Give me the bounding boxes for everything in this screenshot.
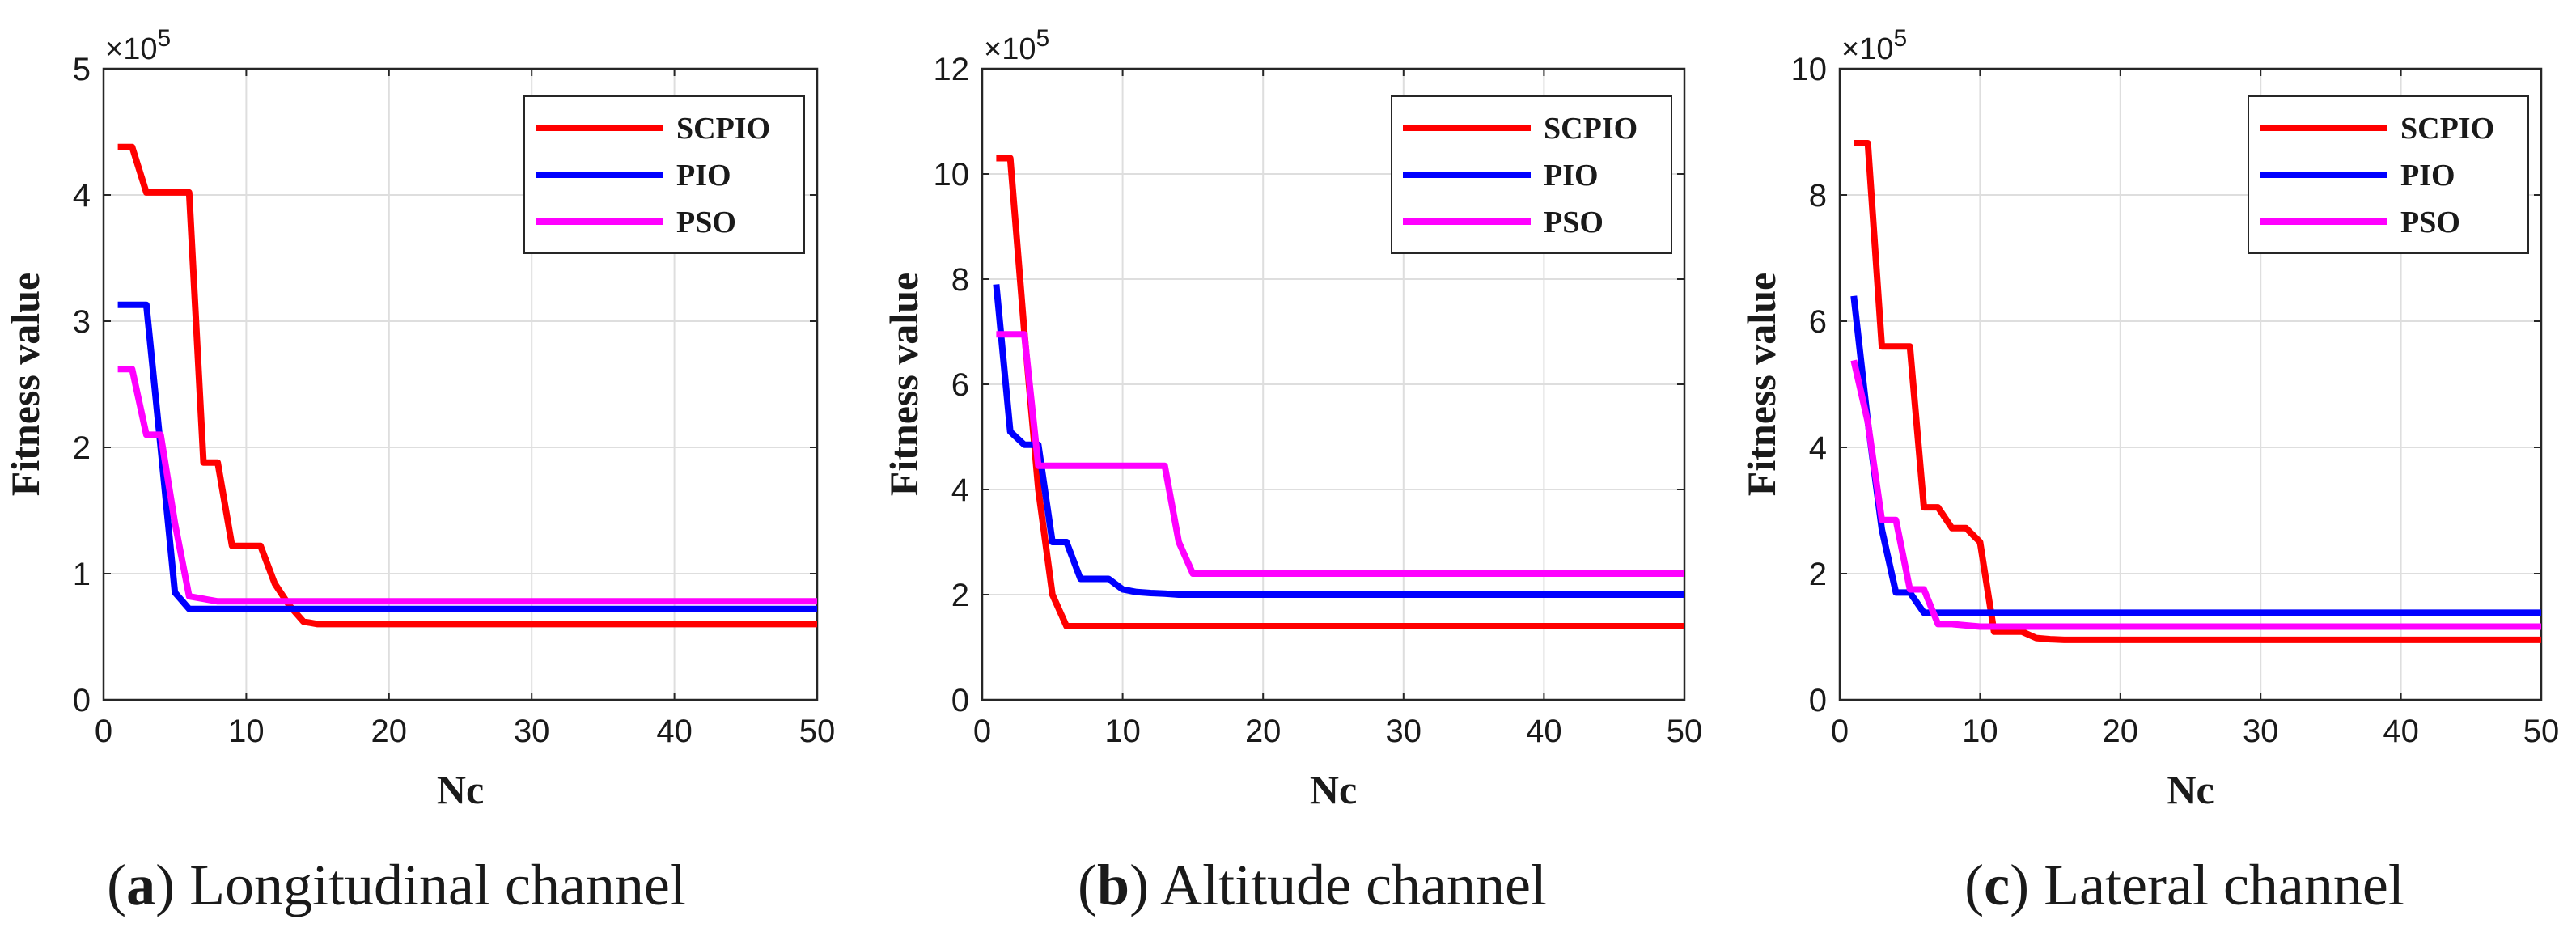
y-tick-label: 0 (1809, 683, 1827, 718)
x-tick-label: 50 (799, 714, 836, 749)
x-tick-label: 40 (1526, 714, 1562, 749)
legend: SCPIO PIO PSO (2248, 95, 2529, 254)
series-line-pso (117, 366, 817, 605)
series-line-pso (996, 331, 1684, 577)
y-tick-label: 4 (951, 472, 969, 508)
panel-a: 0 10 20 30 40 50012345×105SCPIOPIOPSONcFitnes… (2, 25, 835, 917)
series-line-scpio (996, 155, 1684, 629)
caption-text: Lateral channel (2044, 853, 2404, 917)
legend-label-pio: PIO (676, 159, 731, 193)
exponent-label: ×105 (105, 25, 171, 66)
x-tick-label: 30 (514, 714, 550, 749)
caption-text: Altitude channel (1160, 853, 1547, 917)
caption-text: Longitudinal channel (189, 853, 686, 917)
y-tick-label: 8 (1809, 178, 1827, 214)
panel-caption: (c) Lateral channel (1964, 853, 2404, 917)
axes-box (1838, 67, 2543, 701)
y-axis-label: Fitness value (2, 273, 48, 496)
y-tick-label: 2 (1809, 557, 1827, 592)
x-tick-label: 30 (1386, 714, 1422, 749)
caption-letter: b (1097, 853, 1129, 917)
axes-box (102, 67, 819, 701)
y-tick-label: 3 (73, 304, 91, 340)
x-tick-label: 50 (1667, 714, 1703, 749)
y-tick-label: 4 (1809, 430, 1827, 466)
legend: SCPIO PIO PSO (523, 95, 805, 254)
legend-label-pso: PSO (676, 205, 736, 239)
x-tick-label: 50 (2523, 714, 2560, 749)
exponent-power: 5 (1893, 25, 1907, 52)
y-axis-label: Fitness value (1739, 273, 1784, 496)
legend-label-scpio: SCPIO (1544, 112, 1638, 146)
x-tick-label: 0 (1831, 714, 1849, 749)
series-line-pio (117, 301, 817, 612)
y-tick-label: 12 (934, 52, 970, 87)
y-tick-label: 6 (951, 367, 969, 403)
axes-box (981, 67, 1686, 701)
series-line-pso (1850, 359, 2541, 630)
legend-label-pso: PSO (2400, 205, 2460, 239)
x-tick-label: 0 (973, 714, 991, 749)
legend-label-pio: PIO (1544, 159, 1599, 193)
legend-label-pso: PSO (1544, 205, 1604, 239)
y-tick-label: 10 (1791, 52, 1828, 87)
panel-caption: (a) Longitudinal channel (107, 853, 686, 917)
y-tick-label: 1 (73, 557, 91, 592)
caption-letter: c (1984, 853, 2010, 917)
caption-letter: a (126, 853, 155, 917)
x-axis-label: Nc (2167, 767, 2214, 812)
x-tick-label: 30 (2243, 714, 2279, 749)
x-tick-label: 20 (2103, 714, 2139, 749)
panel-c: 0 10 20 30 40 50 0 2 4 6 8 10 ×105 SCPIO PIO PSO Nc Fitne… (1739, 25, 2559, 917)
panel-b: 0 10 20 30 40 50 0 2 4 6 8 10 12 ×105 SCPIO PIO PSO Nc Fit… (881, 25, 1702, 917)
x-tick-label: 40 (2383, 714, 2419, 749)
series-line-scpio (117, 143, 817, 628)
y-tick-label: 2 (73, 430, 91, 466)
x-tick-label: 0 (95, 714, 112, 749)
panel-caption: (b) Altitude channel (1078, 853, 1547, 917)
legend-label-scpio: SCPIO (2400, 112, 2494, 146)
legend: SCPIO PIO PSO (1391, 95, 1672, 254)
exponent-power: 5 (1036, 25, 1049, 52)
series-line-scpio (1854, 140, 2541, 643)
x-tick-label: 20 (1245, 714, 1282, 749)
x-tick-label: 10 (1104, 714, 1141, 749)
y-tick-label: 8 (951, 262, 969, 298)
exponent-label: ×105 (1841, 25, 1907, 66)
x-tick-label: 10 (1962, 714, 1998, 749)
y-tick-label: 0 (73, 683, 91, 718)
legend-label-pio: PIO (2400, 159, 2455, 193)
y-tick-label: 10 (934, 157, 970, 193)
x-tick-label: 40 (656, 714, 693, 749)
y-tick-label: 4 (73, 178, 91, 214)
x-tick-label: 20 (371, 714, 408, 749)
series-line-pio (1850, 295, 2541, 616)
legend-label-scpio: SCPIO (676, 112, 770, 146)
y-axis-label: Fitness value (881, 273, 926, 496)
exponent-power: 5 (157, 25, 171, 52)
y-tick-label: 0 (951, 683, 969, 718)
x-tick-label: 10 (228, 714, 265, 749)
y-tick-label: 2 (951, 578, 969, 613)
x-axis-label: Nc (437, 767, 484, 812)
x-axis-label: Nc (1310, 767, 1357, 812)
y-tick-label: 5 (73, 52, 91, 87)
exponent-label: ×105 (984, 25, 1049, 66)
y-tick-label: 6 (1809, 304, 1827, 340)
